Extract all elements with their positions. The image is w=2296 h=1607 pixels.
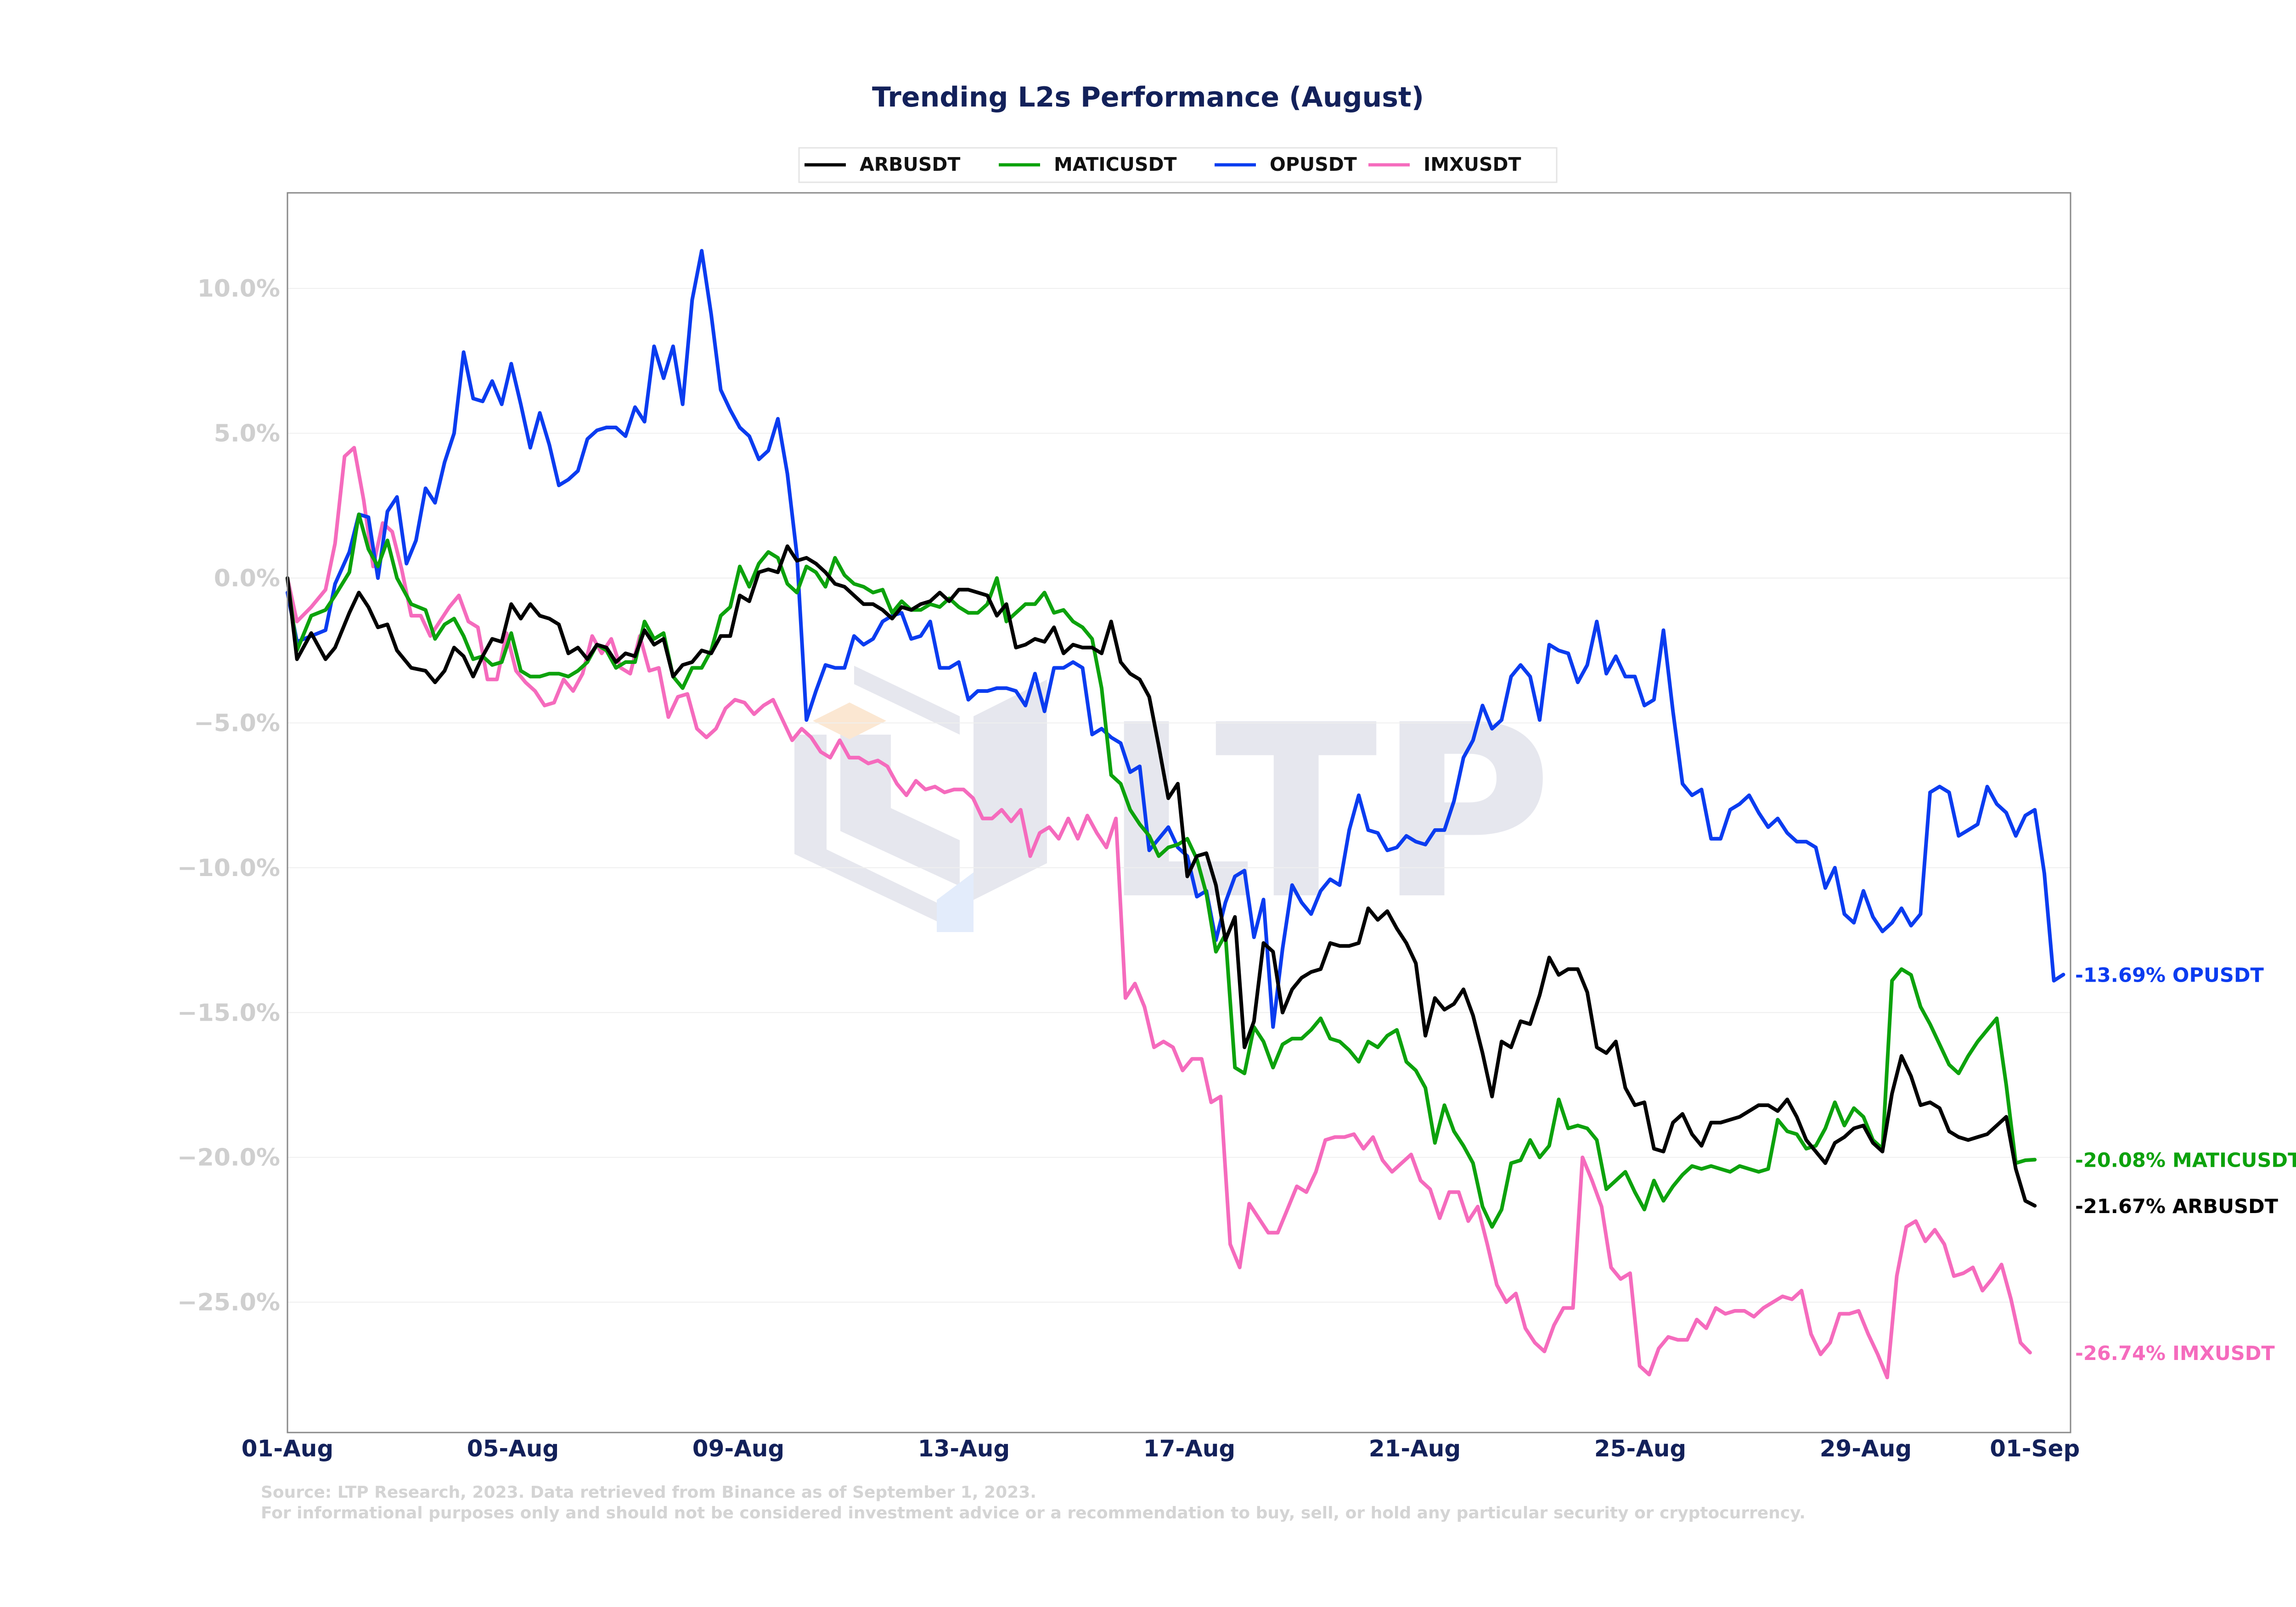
legend-label-maticusdt: MATICUSDT: [1054, 153, 1177, 175]
x-tick-label: 17-Aug: [1143, 1435, 1235, 1462]
y-tick-label: 5.0%: [214, 420, 280, 448]
y-tick-label: −25.0%: [177, 1289, 280, 1316]
y-tick-label: −15.0%: [177, 999, 280, 1027]
legend-label-opusdt: OPUSDT: [1270, 153, 1357, 175]
y-tick-label: −20.0%: [177, 1144, 280, 1172]
series-lines: [286, 249, 2065, 1380]
y-axis-ticks: 10.0% 5.0% 0.0% −5.0% −10.0% −15.0% −20.0% −25.…: [177, 275, 280, 1316]
y-tick-label: 0.0%: [214, 565, 280, 592]
plot-area-frame: [287, 192, 2071, 1433]
x-tick-label: 25-Aug: [1594, 1435, 1686, 1462]
legend-label-arbusdt: ARBUSDT: [860, 153, 960, 175]
x-axis-ticks: 01-Aug 05-Aug 09-Aug 13-Aug 17-Aug 21-Aug 25-A…: [242, 1435, 2080, 1462]
x-tick-label: 01-Sep: [1990, 1435, 2080, 1462]
x-tick-label: 01-Aug: [242, 1435, 333, 1462]
disclaimer-note: For informational purposes only and shou…: [261, 1504, 1806, 1523]
end-labels: -21.67% ARBUSDT -20.08% MATICUSDT -13.69% …: [2075, 964, 2296, 1365]
x-tick-label: 13-Aug: [918, 1435, 1010, 1462]
legend-label-imxusdt: IMXUSDT: [1424, 153, 1521, 175]
end-label-imxusdt: -26.74% IMXUSDT: [2075, 1342, 2275, 1365]
legend-frame: [798, 147, 1558, 183]
end-label-arbusdt: -21.67% ARBUSDT: [2075, 1195, 2279, 1218]
end-label-maticusdt: -20.08% MATICUSDT: [2075, 1149, 2296, 1172]
x-tick-label: 05-Aug: [467, 1435, 559, 1462]
series-line-opusdt: [286, 249, 2065, 1029]
series-line-arbusdt: [286, 544, 2037, 1208]
y-tick-label: 10.0%: [197, 275, 280, 303]
y-tick-label: −10.0%: [177, 854, 280, 882]
y-tick-label: −5.0%: [194, 709, 280, 737]
ltp-watermark-logo: LTP: [794, 666, 1553, 952]
legend: ARBUSDT MATICUSDT OPUSDT IMXUSDT: [798, 147, 1558, 183]
chart-title: Trending L2s Performance (August): [872, 81, 1424, 113]
x-tick-label: 09-Aug: [692, 1435, 784, 1462]
x-tick-label: 29-Aug: [1820, 1435, 1912, 1462]
end-label-opusdt: -13.69% OPUSDT: [2075, 964, 2264, 987]
source-note: Source: LTP Research, 2023. Data retriev…: [261, 1483, 1036, 1502]
x-tick-label: 21-Aug: [1369, 1435, 1461, 1462]
